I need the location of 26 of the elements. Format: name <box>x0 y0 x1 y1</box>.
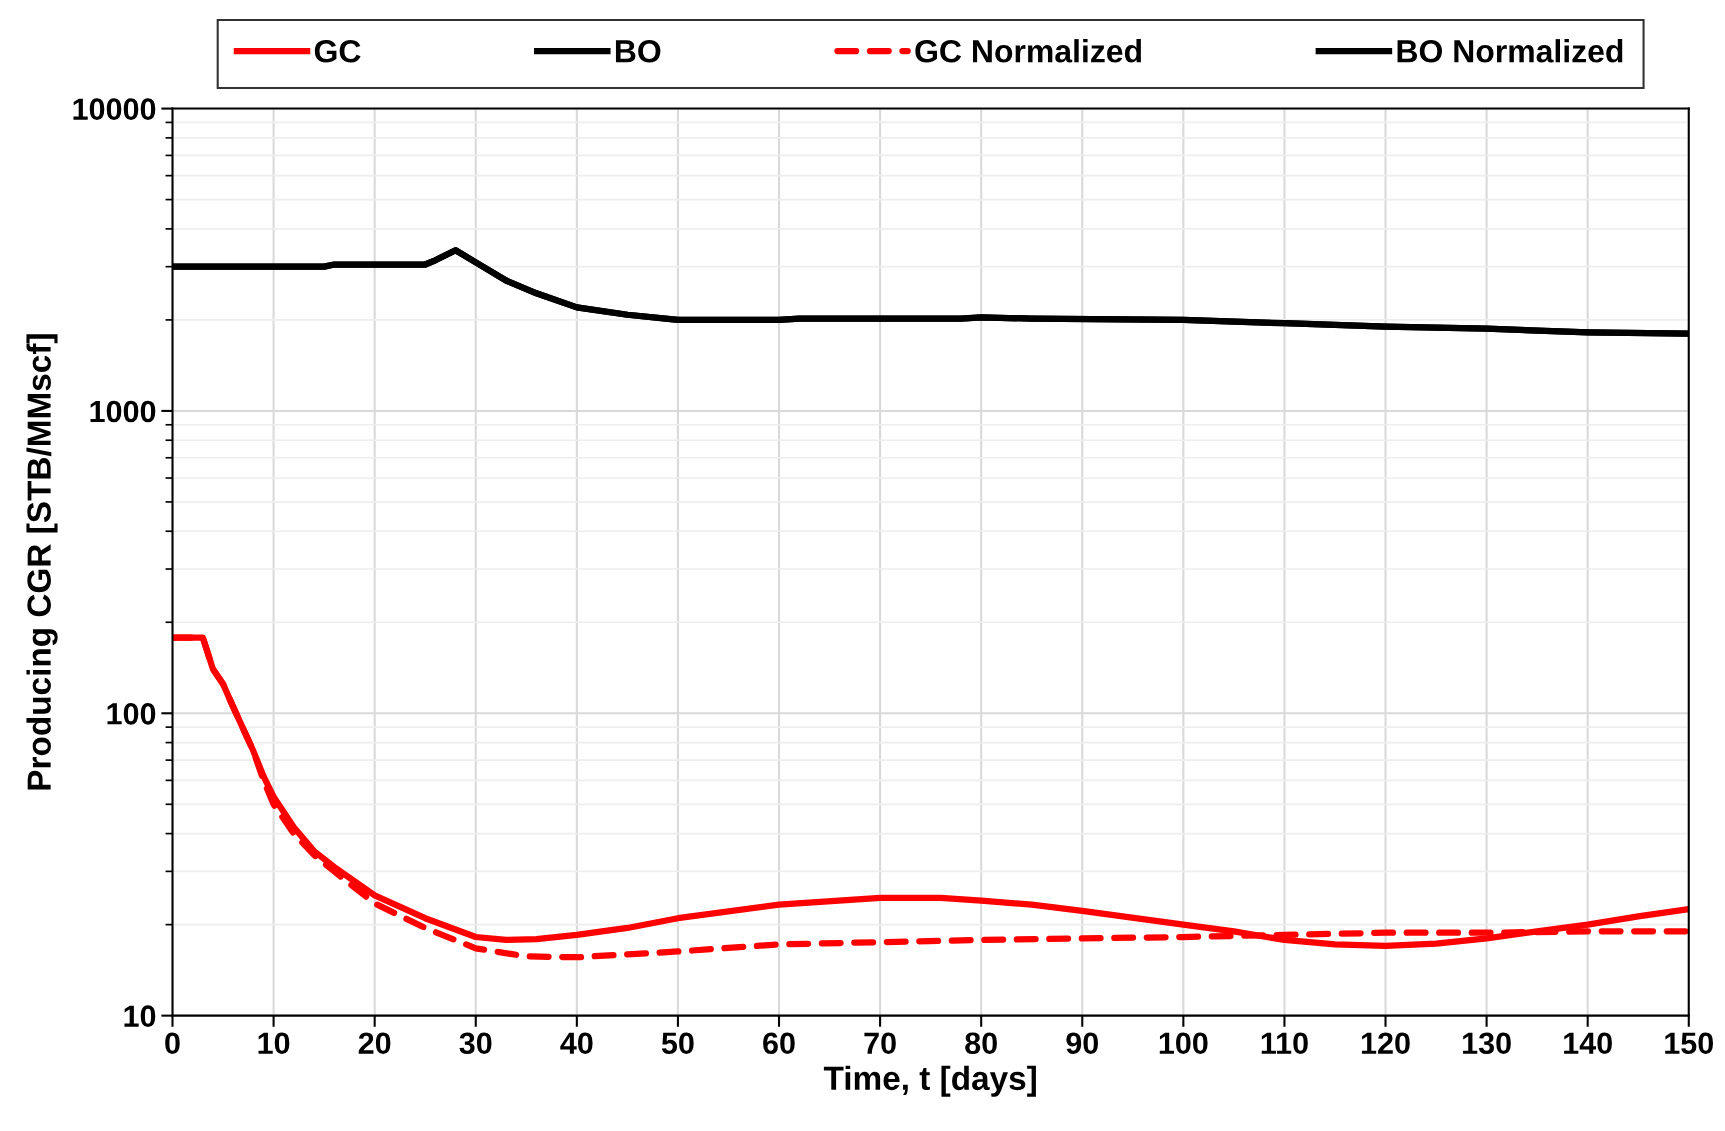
y-axis-title: Producing CGR [STB/MMscf] <box>26 334 58 790</box>
x-tick-label: 120 <box>1361 1032 1410 1055</box>
x-tick-label: 10 <box>258 1032 290 1055</box>
x-tick-label: 100 <box>1159 1032 1208 1055</box>
x-tick-label: 60 <box>763 1032 795 1055</box>
x-tick-label: 140 <box>1564 1032 1612 1055</box>
x-tick-label: 130 <box>1463 1032 1511 1055</box>
x-axis-title: Time, t [days] <box>823 1065 1036 1097</box>
x-tick-label: 110 <box>1261 1032 1308 1055</box>
x-tick-label: 0 <box>165 1032 180 1055</box>
legend-label: GC Normalized <box>915 39 1141 63</box>
y-tick-label: 10000 <box>73 98 156 120</box>
x-tick-label: 90 <box>1066 1032 1099 1055</box>
x-tick-label: 80 <box>965 1032 997 1055</box>
legend-label: GC <box>314 39 361 63</box>
legend-label: BO Normalized <box>1397 39 1623 63</box>
y-tick-label: 10 <box>124 1005 156 1028</box>
x-tick-label: 30 <box>459 1032 492 1055</box>
y-tick-label: 100 <box>107 703 156 725</box>
x-tick-label: 150 <box>1665 1032 1714 1055</box>
x-tick-label: 70 <box>864 1032 896 1055</box>
legend-label: BO <box>615 39 661 63</box>
y-tick-label: 1000 <box>90 400 156 423</box>
x-tick-label: 40 <box>560 1032 593 1055</box>
x-tick-label: 20 <box>358 1032 391 1055</box>
x-tick-label: 50 <box>661 1032 694 1055</box>
